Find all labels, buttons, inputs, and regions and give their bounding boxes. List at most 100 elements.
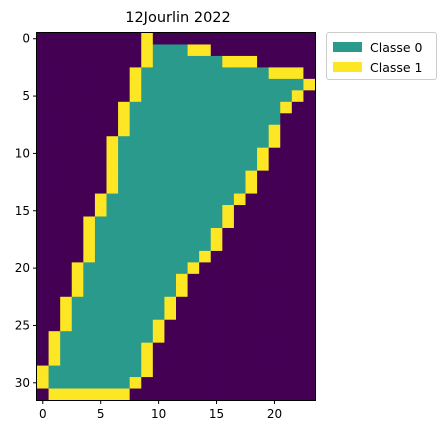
heatmap-cell <box>280 377 293 389</box>
heatmap-cell <box>152 319 165 332</box>
heatmap-cell <box>83 147 96 160</box>
heatmap-cell <box>106 250 119 263</box>
heatmap-cell <box>245 101 258 114</box>
heatmap-cell <box>37 147 49 160</box>
heatmap-cell <box>222 388 235 401</box>
heatmap-cell <box>141 182 154 194</box>
heatmap-cell <box>222 67 235 80</box>
heatmap-cell <box>187 227 200 240</box>
heatmap-cell <box>280 55 293 68</box>
heatmap-cell <box>106 205 119 217</box>
heatmap-cell <box>83 193 96 206</box>
heatmap-cell <box>106 78 119 91</box>
heatmap-cell <box>129 147 142 160</box>
heatmap-cell <box>257 101 270 114</box>
heatmap-cell <box>141 296 154 309</box>
heatmap-cell <box>60 90 73 103</box>
heatmap-cell <box>48 182 61 194</box>
heatmap-cell <box>280 182 293 194</box>
heatmap-cell <box>187 342 200 355</box>
heatmap-cell <box>268 342 281 355</box>
heatmap-cell <box>94 78 107 91</box>
heatmap-cell <box>303 113 316 126</box>
heatmap-cell <box>233 239 246 252</box>
heatmap-cell <box>291 377 304 389</box>
heatmap-cell <box>60 136 73 149</box>
heatmap-cell <box>280 388 293 401</box>
heatmap-cell <box>291 308 304 321</box>
heatmap-cell <box>210 182 223 194</box>
heatmap-cell <box>210 285 223 298</box>
heatmap-cell <box>268 67 281 80</box>
heatmap-cell <box>268 159 281 172</box>
heatmap-cell <box>83 55 96 68</box>
heatmap-cell <box>176 136 188 149</box>
heatmap-cell <box>257 239 270 252</box>
heatmap-cell <box>37 159 49 172</box>
heatmap-cell <box>210 319 223 332</box>
heatmap-cell <box>268 262 281 275</box>
x-tick-label: 15 <box>209 407 224 421</box>
heatmap-cell <box>94 365 107 378</box>
plot-frame <box>36 32 316 401</box>
heatmap-cell <box>37 170 49 183</box>
heatmap-cell <box>199 193 212 206</box>
heatmap-cell <box>257 354 270 366</box>
heatmap-cell <box>106 388 119 401</box>
heatmap-cell <box>199 182 212 194</box>
heatmap-cell <box>187 354 200 366</box>
heatmap-cell <box>210 342 223 355</box>
heatmap-cell <box>152 365 165 378</box>
heatmap-cell <box>141 124 154 137</box>
heatmap-cell <box>303 273 316 286</box>
heatmap-cell <box>176 342 188 355</box>
heatmap-cell <box>222 205 235 217</box>
heatmap-cell <box>245 250 258 263</box>
heatmap-cell <box>94 182 107 194</box>
heatmap-cell <box>152 67 165 80</box>
heatmap-cell <box>37 285 49 298</box>
heatmap-cell <box>48 147 61 160</box>
heatmap-cell <box>37 101 49 114</box>
heatmap-cell <box>71 113 84 126</box>
heatmap-cell <box>118 90 131 103</box>
heatmap-cell <box>176 193 188 206</box>
heatmap-cell <box>60 285 73 298</box>
heatmap-cell <box>164 193 177 206</box>
heatmap-cell <box>48 319 61 332</box>
heatmap-cell <box>129 296 142 309</box>
heatmap-cell <box>129 124 142 137</box>
heatmap-cell <box>222 319 235 332</box>
heatmap-cell <box>210 354 223 366</box>
heatmap-cell <box>257 250 270 263</box>
heatmap-cell <box>222 354 235 366</box>
heatmap-cell <box>152 124 165 137</box>
heatmap-cell <box>303 205 316 217</box>
heatmap-cell <box>141 354 154 366</box>
heatmap-cell <box>106 216 119 229</box>
heatmap-cell <box>176 239 188 252</box>
heatmap-cell <box>280 159 293 172</box>
heatmap-cell <box>257 331 270 344</box>
heatmap-cell <box>129 250 142 263</box>
heatmap-cell <box>141 113 154 126</box>
heatmap-cell <box>245 147 258 160</box>
heatmap-cell <box>164 239 177 252</box>
heatmap-cell <box>291 216 304 229</box>
heatmap-cell <box>71 78 84 91</box>
heatmap-cell <box>129 159 142 172</box>
heatmap-cell <box>94 354 107 366</box>
heatmap-cell <box>164 67 177 80</box>
heatmap-cell <box>291 193 304 206</box>
heatmap-cell <box>60 331 73 344</box>
heatmap-cell <box>48 113 61 126</box>
heatmap-cell <box>291 113 304 126</box>
heatmap-cell <box>303 55 316 68</box>
heatmap-cell <box>176 216 188 229</box>
heatmap-cell <box>268 273 281 286</box>
heatmap-cell <box>60 33 73 45</box>
heatmap-cell <box>83 170 96 183</box>
x-axis: 0 5 10 15 20 <box>39 400 282 421</box>
y-tick-label: 30 <box>15 376 30 390</box>
heatmap-cell <box>187 159 200 172</box>
